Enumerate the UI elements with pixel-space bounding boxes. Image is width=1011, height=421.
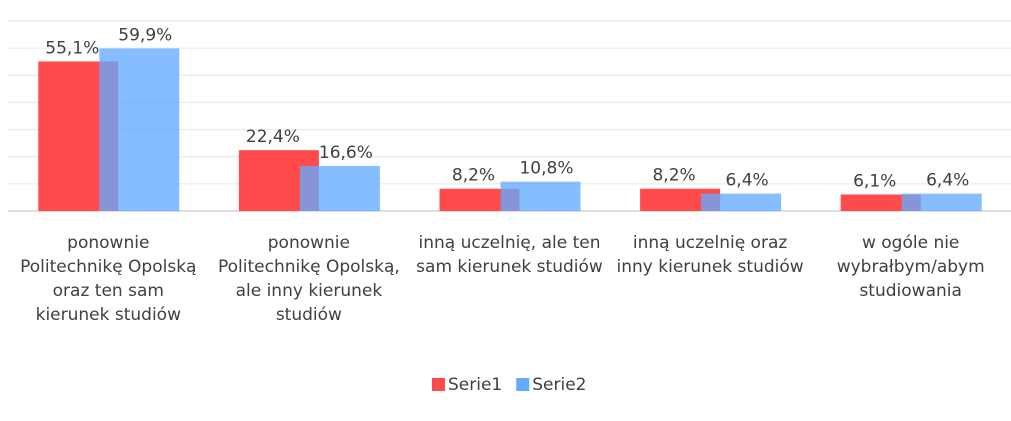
data-label: 6,4% [926,171,969,191]
legend-label: Serie2 [532,375,586,395]
x-tick-label: ponownie Politechnikę Opolską oraz ten s… [20,233,197,325]
bar [840,194,921,211]
data-label: 8,2% [652,166,695,186]
data-label: 22,4% [246,127,300,147]
data-label: 6,4% [725,171,768,191]
legend-swatch [432,378,445,391]
data-label: 8,2% [452,166,495,186]
bar [439,188,520,211]
x-tick-label: ponownie Politechnikę Opolską, ale inny … [218,233,400,325]
legend-label: Serie1 [448,375,502,395]
bar [701,193,782,211]
legend-swatch [516,378,530,391]
bar [901,193,982,211]
data-label: 55,1% [45,38,99,58]
x-tick-label: inną uczelnię oraz inny kierunek studiów [616,233,804,277]
x-tick-label: inną uczelnię, ale ten sam kierunek stud… [416,233,603,277]
data-label: 16,6% [319,143,373,163]
bar [99,48,180,211]
data-label: 6,1% [853,171,896,191]
x-tick-label: w ogóle nie wybrałbym/abym studiowania [836,233,985,301]
bar [640,188,721,211]
data-label: 59,9% [118,25,172,45]
data-label: 10,8% [519,159,573,179]
bar [299,165,380,211]
bar [500,181,581,211]
